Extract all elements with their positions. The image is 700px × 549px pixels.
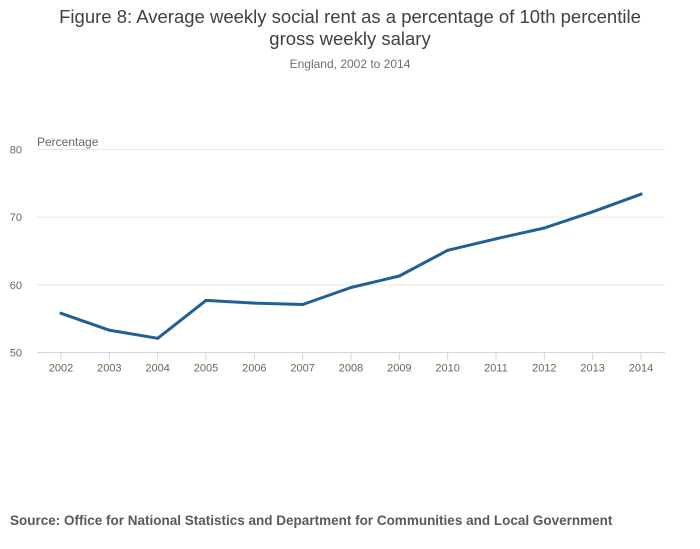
data-point-2010[interactable] xyxy=(446,248,450,252)
chart-title-line-1: Figure 8: Average weekly social rent as … xyxy=(59,6,641,27)
x-tick-label: 2011 xyxy=(484,363,508,375)
gridlines xyxy=(37,149,665,286)
chart-title-line-2: gross weekly salary xyxy=(269,28,431,49)
source-note: Source: Office for National Statistics a… xyxy=(10,513,613,528)
data-point-2013[interactable] xyxy=(591,210,595,214)
x-tick-label: 2007 xyxy=(290,363,314,375)
chart-subtitle: England, 2002 to 2014 xyxy=(289,57,411,71)
series-line xyxy=(59,192,643,340)
x-tick-label: 2013 xyxy=(580,363,604,375)
y-tick-label: 50 xyxy=(10,348,22,360)
x-tick-label: 2005 xyxy=(194,363,218,375)
data-point-2002[interactable] xyxy=(59,311,63,315)
data-point-2003[interactable] xyxy=(107,328,111,332)
chart-title: Figure 8: Average weekly social rent as … xyxy=(0,6,700,50)
y-tick-label: 60 xyxy=(10,280,22,292)
series-layer xyxy=(59,192,643,340)
x-tick-label: 2010 xyxy=(435,363,459,375)
data-point-2006[interactable] xyxy=(252,301,256,305)
x-tick-label: 2008 xyxy=(339,363,363,375)
x-tick-label: 2003 xyxy=(97,363,121,375)
x-tick-label: 2006 xyxy=(242,363,266,375)
x-tick-label: 2002 xyxy=(49,363,73,375)
x-tick-label: 2014 xyxy=(629,363,653,375)
data-point-2005[interactable] xyxy=(204,298,208,302)
y-tick-label: 70 xyxy=(10,212,22,224)
data-point-2011[interactable] xyxy=(494,237,498,241)
data-point-2004[interactable] xyxy=(156,336,160,340)
data-point-2014[interactable] xyxy=(639,192,643,196)
x-axis: 2002 2003 2004 2005 2006 2007 2008 2009 2010 2011… xyxy=(37,352,665,375)
data-point-2008[interactable] xyxy=(349,286,353,290)
x-tick-label: 2009 xyxy=(387,363,411,375)
x-tick-label: 2004 xyxy=(145,363,169,375)
y-axis-label: Percentage xyxy=(37,135,99,149)
x-tick-label: 2012 xyxy=(532,363,556,375)
data-point-2007[interactable] xyxy=(301,302,305,306)
data-point-2012[interactable] xyxy=(542,226,546,230)
y-axis-ticks: 50 60 70 80 xyxy=(10,145,22,360)
data-point-2009[interactable] xyxy=(397,274,401,278)
y-tick-label: 80 xyxy=(10,145,22,157)
